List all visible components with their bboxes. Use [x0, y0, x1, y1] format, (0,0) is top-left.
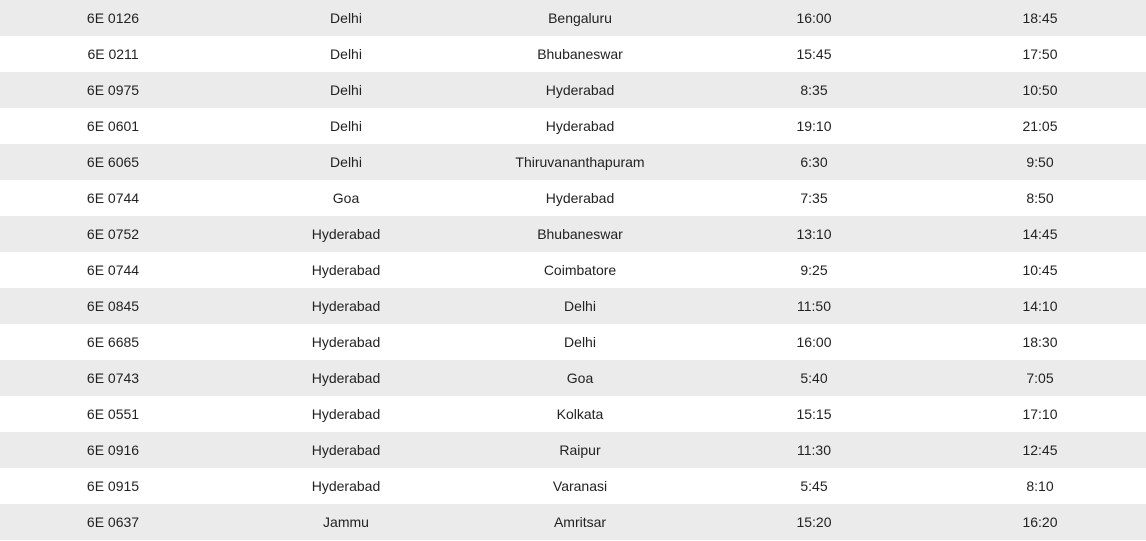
destination-cell: Amritsar [553, 514, 607, 530]
flight-number-cell: 6E 0744 [86, 262, 140, 278]
departure-time-cell: 19:10 [796, 118, 832, 134]
arrival-time-cell: 10:50 [1022, 82, 1058, 98]
arrival-time-cell: 16:20 [1022, 514, 1058, 530]
departure-time-cell: 11:50 [797, 298, 831, 314]
arrival-time-cell: 18:45 [1022, 10, 1058, 26]
arrival-time-cell: 7:05 [1026, 370, 1054, 386]
table-row: 6E 0637 Jammu Amritsar 15:20 16:20 [0, 504, 1146, 540]
departure-time-cell: 16:00 [796, 334, 832, 350]
destination-cell: Hyderabad [545, 82, 615, 98]
departure-time-cell: 15:45 [796, 46, 832, 62]
arrival-time-cell: 8:10 [1026, 478, 1054, 494]
table-row: 6E 6685 Hyderabad Delhi 16:00 18:30 [0, 324, 1146, 360]
flight-number-cell: 6E 0915 [86, 478, 140, 494]
flight-number-cell: 6E 6065 [86, 154, 140, 170]
arrival-time-cell: 18:30 [1022, 334, 1058, 350]
departure-time-cell: 6:30 [800, 154, 828, 170]
table-row: 6E 0744 Goa Hyderabad 7:35 8:50 [0, 180, 1146, 216]
flight-number-cell: 6E 0601 [86, 118, 140, 134]
origin-cell: Jammu [323, 514, 369, 530]
table-row: 6E 0915 Hyderabad Varanasi 5:45 8:10 [0, 468, 1146, 504]
arrival-time-cell: 10:45 [1022, 262, 1058, 278]
destination-cell: Delhi [564, 334, 596, 350]
arrival-time-cell: 17:50 [1022, 46, 1058, 62]
departure-time-cell: 5:45 [800, 478, 828, 494]
flight-number-cell: 6E 0916 [86, 442, 140, 458]
departure-time-cell: 15:20 [796, 514, 832, 530]
arrival-time-cell: 21:05 [1022, 118, 1058, 134]
table-row: 6E 0845 Hyderabad Delhi 11:50 14:10 [0, 288, 1146, 324]
destination-cell: Coimbatore [543, 262, 617, 278]
flight-number-cell: 6E 0637 [86, 514, 140, 530]
departure-time-cell: 7:35 [800, 190, 828, 206]
origin-cell: Goa [332, 190, 360, 206]
flight-number-cell: 6E 6685 [86, 334, 140, 350]
destination-cell: Goa [566, 370, 594, 386]
table-row: 6E 0601 Delhi Hyderabad 19:10 21:05 [0, 108, 1146, 144]
origin-cell: Hyderabad [311, 406, 381, 422]
flight-number-cell: 6E 0211 [87, 46, 139, 62]
origin-cell: Hyderabad [311, 262, 381, 278]
origin-cell: Hyderabad [311, 226, 381, 242]
flight-number-cell: 6E 0845 [86, 298, 140, 314]
origin-cell: Delhi [330, 82, 362, 98]
origin-cell: Hyderabad [311, 334, 381, 350]
arrival-time-cell: 8:50 [1026, 190, 1054, 206]
origin-cell: Hyderabad [311, 442, 381, 458]
arrival-time-cell: 17:10 [1022, 406, 1058, 422]
destination-cell: Hyderabad [545, 190, 615, 206]
destination-cell: Delhi [564, 298, 596, 314]
table-row: 6E 0211 Delhi Bhubaneswar 15:45 17:50 [0, 36, 1146, 72]
arrival-time-cell: 12:45 [1022, 442, 1058, 458]
departure-time-cell: 5:40 [800, 370, 828, 386]
destination-cell: Varanasi [552, 478, 608, 494]
arrival-time-cell: 9:50 [1026, 154, 1054, 170]
table-row: 6E 0752 Hyderabad Bhubaneswar 13:10 14:4… [0, 216, 1146, 252]
destination-cell: Kolkata [556, 406, 604, 422]
departure-time-cell: 15:15 [796, 406, 832, 422]
flight-number-cell: 6E 0744 [86, 190, 140, 206]
departure-time-cell: 8:35 [800, 82, 828, 98]
flight-number-cell: 6E 0743 [86, 370, 140, 386]
table-row: 6E 0916 Hyderabad Raipur 11:30 12:45 [0, 432, 1146, 468]
departure-time-cell: 13:10 [796, 226, 832, 242]
departure-time-cell: 16:00 [796, 10, 832, 26]
flight-number-cell: 6E 0126 [86, 10, 140, 26]
flight-number-cell: 6E 0551 [86, 406, 140, 422]
origin-cell: Delhi [330, 10, 362, 26]
origin-cell: Hyderabad [311, 370, 381, 386]
destination-cell: Bhubaneswar [537, 46, 623, 62]
origin-cell: Delhi [330, 46, 362, 62]
table-row: 6E 6065 Delhi Thiruvananthapuram 6:30 9:… [0, 144, 1146, 180]
destination-cell: Bhubaneswar [537, 226, 623, 242]
origin-cell: Hyderabad [311, 298, 381, 314]
origin-cell: Delhi [330, 118, 362, 134]
origin-cell: Delhi [330, 154, 362, 170]
table-row: 6E 0126 Delhi Bengaluru 16:00 18:45 [0, 0, 1146, 36]
flight-number-cell: 6E 0752 [86, 226, 140, 242]
destination-cell: Raipur [559, 442, 601, 458]
flight-number-cell: 6E 0975 [86, 82, 140, 98]
departure-time-cell: 9:25 [800, 262, 828, 278]
table-row: 6E 0744 Hyderabad Coimbatore 9:25 10:45 [0, 252, 1146, 288]
table-row: 6E 0743 Hyderabad Goa 5:40 7:05 [0, 360, 1146, 396]
table-row: 6E 0551 Hyderabad Kolkata 15:15 17:10 [0, 396, 1146, 432]
table-row: 6E 0975 Delhi Hyderabad 8:35 10:50 [0, 72, 1146, 108]
destination-cell: Bengaluru [548, 10, 612, 26]
destination-cell: Hyderabad [545, 118, 615, 134]
departure-time-cell: 11:30 [797, 442, 831, 458]
origin-cell: Hyderabad [311, 478, 381, 494]
arrival-time-cell: 14:10 [1022, 298, 1058, 314]
destination-cell: Thiruvananthapuram [515, 154, 645, 170]
arrival-time-cell: 14:45 [1022, 226, 1058, 242]
